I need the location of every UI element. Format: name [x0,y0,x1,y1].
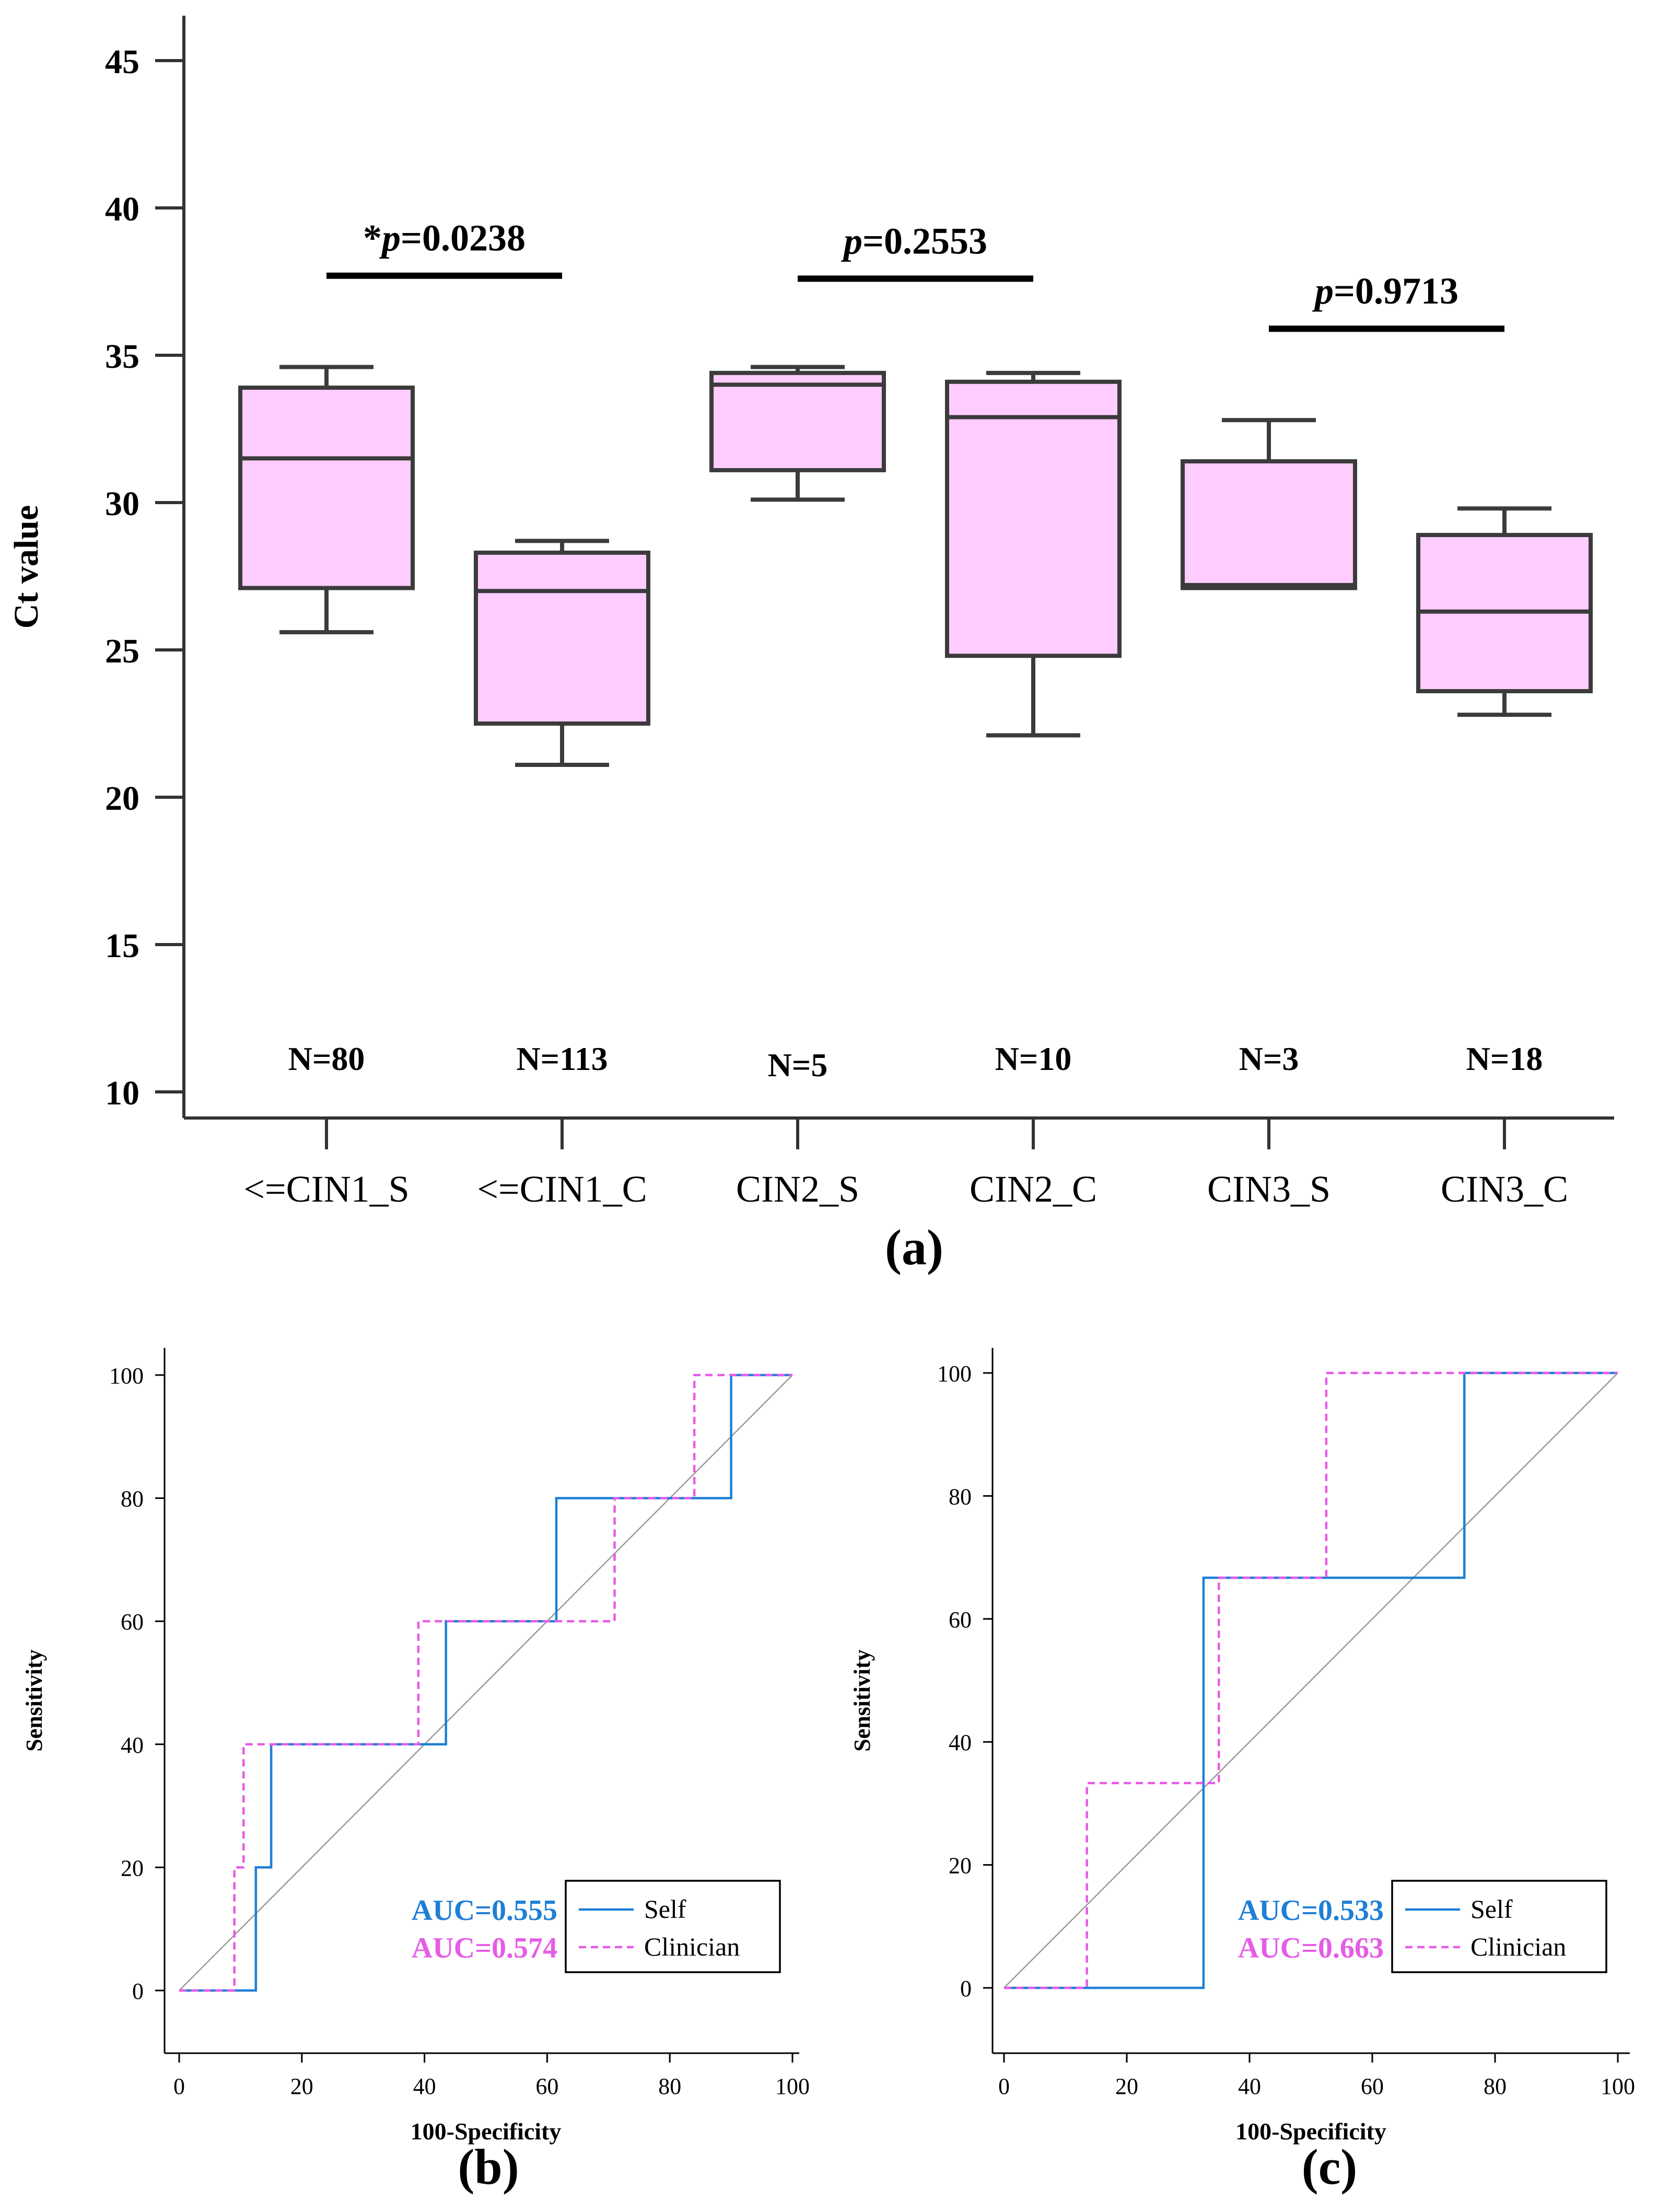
box [238,386,415,590]
y-tick-label: 10 [105,1074,139,1112]
x-tick-label: CIN3_C [1441,1168,1568,1210]
roc-x-tick-label: 40 [413,2074,436,2099]
y-tick-label: 30 [105,485,139,523]
roc-y-tick-label: 60 [949,1607,972,1633]
p-value-label: p=0.9713 [1312,270,1458,312]
roc-y-axis-title: Sensitivity [849,1649,875,1752]
y-tick-label: 40 [105,190,139,228]
panel-label: (b) [458,2139,519,2195]
y-tick-label: 35 [105,337,139,376]
y-axis-title: Ct value [7,505,45,628]
roc-y-tick-label: 100 [109,1363,144,1389]
n-label: N=3 [1239,1040,1299,1077]
n-label: N=80 [288,1040,365,1077]
y-tick-label: 15 [105,927,139,965]
panel-c-roc: 0 0 20 20 40 40 60 60 80 80 100 100 Sensitivity 100-S… [849,1348,1635,2195]
roc-y-axis-title: Sensitivity [21,1649,47,1752]
auc-label: AUC=0.533 [1238,1894,1384,1927]
reference-diagonal [1003,1372,1618,1988]
roc-x-tick-label: 100 [775,2074,810,2099]
roc-y-tick-label: 60 [121,1609,144,1635]
box [945,379,1122,658]
x-tick-label: <=CIN1_S [243,1168,409,1210]
auc-label: AUC=0.574 [412,1932,557,1964]
x-tick-label: CIN3_S [1207,1168,1330,1210]
roc-y-tick-label: 100 [937,1361,972,1387]
roc-y-tick-label: 0 [132,1978,144,2004]
panel-a-boxplot: 10 15 20 25 30 35 40 45 Ct value <=CIN1_S N=80 <=CI… [7,16,1614,1275]
self-roc-curve [179,1373,792,1992]
roc-x-tick-label: 100 [1601,2074,1635,2099]
auc-label: AUC=0.663 [1238,1932,1384,1964]
roc-x-axis-title: 100-Specificity [411,2118,562,2145]
p-value-label: *p=0.0238 [363,217,526,259]
p-value: =0.0238 [401,217,526,259]
roc-x-tick-label: 40 [1238,2074,1261,2099]
p-value: =0.9713 [1334,270,1458,312]
p-symbol: p [1312,270,1334,312]
panel-label-a: (a) [885,1219,943,1275]
n-label: N=18 [1466,1040,1543,1077]
y-tick-label: 20 [105,779,139,818]
self-roc-curve [1004,1371,1618,1989]
y-tick-label: 45 [105,43,139,81]
legend-label: Clinician [644,1932,740,1961]
panel-label: (c) [1302,2139,1358,2195]
p-value-label: p=0.2553 [841,220,987,262]
p-prefix: * [363,217,382,259]
roc-x-tick-label: 20 [290,2074,313,2099]
clinician-roc-curve [1004,1371,1618,1989]
roc-x-tick-label: 60 [535,2074,558,2099]
legend-box [565,1880,781,1973]
box [474,550,650,726]
x-tick-label: <=CIN1_C [477,1168,647,1210]
p-symbol: p [379,217,401,259]
clinician-roc-curve [179,1373,792,1992]
reference-diagonal [179,1375,793,1991]
box [1181,459,1357,590]
n-label: N=5 [768,1046,828,1084]
roc-x-tick-label: 20 [1115,2074,1138,2099]
roc-x-tick-label: 80 [1484,2074,1507,2099]
p-symbol: p [841,220,862,262]
roc-x-tick-label: 0 [998,2074,1010,2099]
roc-y-tick-label: 80 [949,1484,972,1509]
roc-x-tick-label: 60 [1361,2074,1384,2099]
legend-label: Clinician [1470,1932,1566,1961]
legend-box [1391,1880,1607,1973]
roc-x-tick-label: 0 [173,2074,185,2099]
roc-y-tick-label: 20 [121,1855,144,1881]
panel-b-roc: 0 0 20 20 40 40 60 60 80 80 100 100 Sensitivity 100-S… [21,1348,810,2195]
roc-y-tick-label: 40 [121,1732,144,1758]
auc-label: AUC=0.555 [412,1894,557,1927]
roc-y-tick-label: 40 [949,1730,972,1755]
legend-label: Self [644,1894,686,1924]
p-value: =0.2553 [862,220,987,262]
n-label: N=113 [516,1040,608,1077]
legend-label: Self [1470,1894,1513,1924]
y-tick-label: 25 [105,632,139,670]
roc-x-axis-title: 100-Specificity [1235,2118,1386,2145]
x-tick-label: CIN2_S [736,1168,859,1210]
box [709,370,886,472]
roc-y-tick-label: 80 [121,1486,144,1512]
x-tick-label: CIN2_C [970,1168,1097,1210]
roc-x-tick-label: 80 [658,2074,681,2099]
roc-y-tick-label: 20 [949,1853,972,1879]
n-label: N=10 [995,1040,1072,1077]
roc-y-tick-label: 0 [960,1976,972,2001]
